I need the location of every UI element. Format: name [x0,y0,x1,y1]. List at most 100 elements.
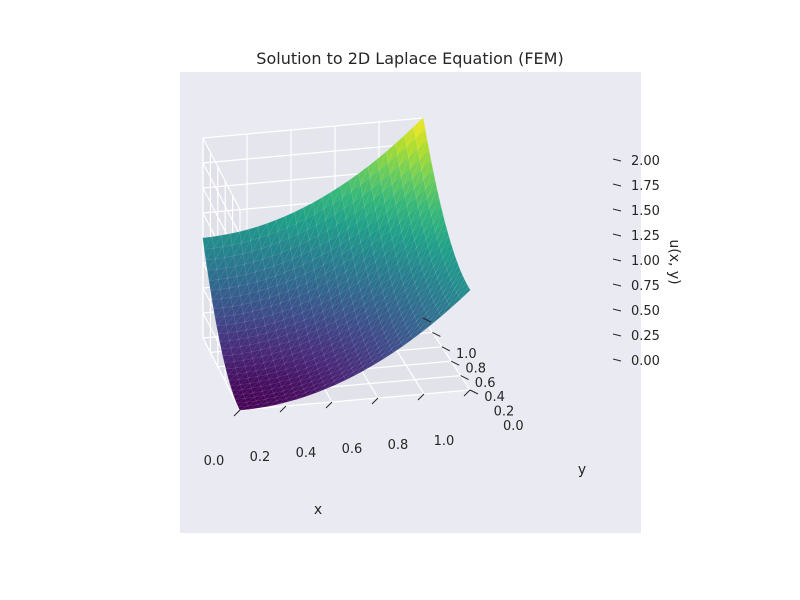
mesh-edge [382,173,393,193]
mesh-edge [228,373,240,381]
mesh-edge [326,267,337,284]
mesh-edge [415,117,426,139]
mesh-edge [247,400,258,407]
mesh-edge [361,234,372,252]
z-tick-label: 0.50 [631,304,660,319]
mesh-edge [389,165,400,186]
mesh-edge [329,285,341,300]
mesh-edge [393,175,404,195]
mesh-edge [205,258,216,272]
mesh-edge [413,117,424,140]
mesh-edge [314,196,325,215]
mesh-edge [306,278,317,293]
mesh-edge [346,316,357,330]
mesh-edge [369,268,380,285]
mesh-edge [309,336,320,348]
mesh-edge [340,287,352,303]
mesh-edge [307,368,318,378]
mesh-edge [373,236,384,254]
mesh-edge [325,313,337,327]
mesh-edge [294,384,305,393]
mesh-edge [317,273,328,289]
mesh-edge [271,386,282,394]
mesh-edge [213,298,224,310]
mesh-edge [277,215,288,232]
mesh-edge [296,362,307,372]
mesh-edge [219,277,230,290]
mesh-edge [286,222,297,240]
mesh-edge [334,207,345,226]
mesh-edge [303,307,314,321]
mesh-edge [324,313,335,327]
mesh-edge [266,400,277,407]
mesh-edge [303,202,314,220]
mesh-edge [356,267,367,284]
mesh-edge [288,376,299,385]
mesh-edge [233,393,244,400]
mesh-edge [344,256,356,273]
mesh-edge [238,337,249,348]
mesh-edge [289,286,300,301]
mesh-edge [283,315,294,328]
mesh-edge [361,290,372,306]
mesh-edge [252,390,263,398]
mesh-edge [254,362,265,372]
mesh-edge [362,187,373,207]
mesh-edge [421,149,432,170]
mesh-edge [318,281,330,297]
mesh-edge [397,205,408,224]
mesh-edge [343,256,354,273]
mesh-edge [389,154,400,175]
mesh-edge [269,376,281,385]
mesh-edge [236,402,247,408]
mesh-edge [261,346,272,357]
mesh-edge [406,197,417,216]
mesh-edge [336,271,347,287]
mesh-edge [308,224,319,241]
z-tick-label: 2.00 [631,154,660,169]
mesh-edge [388,213,398,232]
mesh-edge [278,281,289,295]
mesh-edge [264,322,276,334]
mesh-edge [246,396,257,403]
mesh-edge [356,303,366,318]
mesh-edge [309,373,320,383]
mesh-edge [311,373,322,382]
mesh-edge [328,276,339,292]
mesh-edge [264,359,276,370]
mesh-edge [257,398,268,405]
mesh-edge [223,354,235,363]
mesh-edge [279,379,290,388]
mesh-edge [326,213,337,231]
mesh-edge [235,393,246,400]
mesh-edge [230,346,241,356]
z-tick-label: 1.75 [631,179,660,194]
mesh-edge [271,381,282,390]
mesh-edge [419,139,430,160]
y-tick-label: 0.2 [494,405,515,420]
mesh-edge [278,397,289,405]
mesh-edge [243,387,254,395]
mesh-edge [230,295,241,308]
mesh-edge [222,347,233,357]
mesh-edge [386,193,397,212]
mesh-edge [360,283,370,299]
side-gridline-z [202,137,241,211]
mesh-edge [239,283,250,297]
mesh-edge [252,308,263,321]
mesh-edge [327,327,338,340]
mesh-edge [281,378,292,387]
mesh-edge [340,334,351,347]
mesh-edge [340,238,351,255]
mesh-edge [367,269,378,285]
mesh-edge [228,338,240,349]
mesh-edge [363,187,374,207]
mesh-edge [295,319,307,332]
mesh-edge [215,316,226,327]
mesh-edge [331,185,342,205]
mesh-edge [281,383,292,392]
mesh-edge [300,239,312,256]
mesh-edge [308,363,319,374]
mesh-edge [283,354,295,365]
mesh-edge [342,295,354,310]
